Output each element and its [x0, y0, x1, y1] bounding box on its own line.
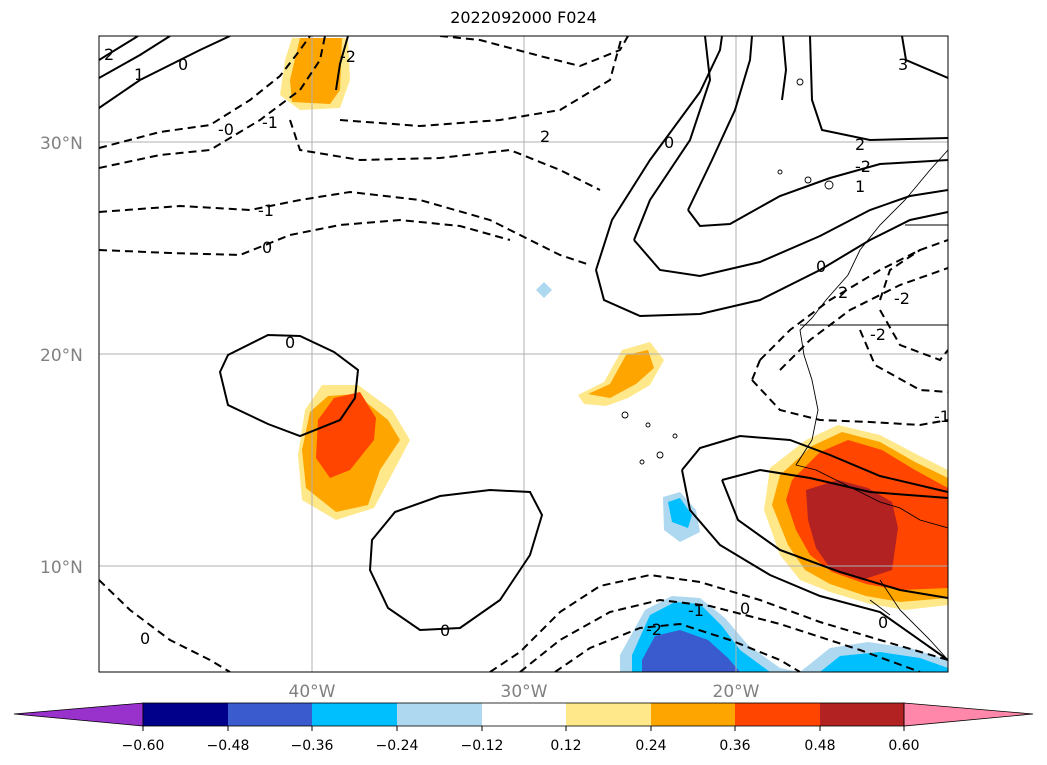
- lon-label-20w: 20°W: [713, 682, 760, 702]
- colorbar-tick-label: 0.36: [719, 738, 750, 754]
- colorbar-segment: [735, 703, 820, 726]
- colorbar-segment: [143, 703, 228, 726]
- contour-label: 2: [838, 283, 848, 302]
- colorbar-tick-label: 0.12: [550, 738, 581, 754]
- colorbar-tick-label: −0.24: [376, 738, 419, 754]
- contour-label: -2: [646, 620, 662, 639]
- positive-anomaly-fill-center: [578, 342, 664, 406]
- lat-label-30n: 30°N: [40, 134, 83, 154]
- contour-labels: 2 1 0 -0 -1 -2 2 0 -1 0 -2 0 0 0 0 -1 -2…: [104, 45, 950, 648]
- coastline: [621, 78, 948, 661]
- contour-label: -1: [258, 201, 274, 220]
- contour-label: 0: [740, 599, 750, 618]
- negative-anomaly-fill-south: [620, 596, 948, 672]
- negative-anomaly-fill-small: [536, 282, 700, 542]
- colorbar-segment: [482, 703, 566, 726]
- lat-label-20n: 20°N: [40, 346, 83, 366]
- colorbar-segment: [566, 703, 651, 726]
- colorbar-tick-label: 0.60: [888, 738, 919, 754]
- lon-label-40w: 40°W: [289, 682, 336, 702]
- contour-label: 2: [540, 127, 550, 146]
- map-gridlines: [99, 36, 948, 672]
- contour-label: 2: [855, 135, 865, 154]
- contour-label: 1: [134, 65, 144, 84]
- contour-label: 3: [898, 55, 908, 74]
- map-panel: 2 1 0 -0 -1 -2 2 0 -1 0 -2 0 0 0 0 -1 -2…: [99, 36, 950, 672]
- colorbar-frame: [142, 702, 905, 727]
- contour-label: 0: [285, 333, 295, 352]
- contour-label: -1: [934, 407, 950, 426]
- contour-label: 0: [178, 55, 188, 74]
- contour-label: -1: [262, 113, 278, 132]
- colorbar-extend-max: [903, 702, 1034, 727]
- colorbar-tick-label: −0.48: [207, 738, 250, 754]
- colorbar-segment: [651, 703, 735, 726]
- lon-label-30w: 30°W: [501, 682, 548, 702]
- colorbar-tick-label: −0.36: [291, 738, 334, 754]
- latitude-labels: 30°N 20°N 10°N: [40, 134, 83, 578]
- contour-label: 2: [104, 45, 114, 64]
- colorbar-tick-label: −0.60: [122, 738, 165, 754]
- solid-contours: [99, 36, 948, 661]
- contour-label: -2: [340, 47, 356, 66]
- colorbar-segment: [312, 703, 397, 726]
- contour-label: 0: [140, 629, 150, 648]
- colorbar: −0.60 −0.48 −0.36 −0.24 −0.12 0.12 0.24 …: [13, 702, 1034, 754]
- contour-label: 0: [440, 621, 450, 640]
- map-title: 2022092000 F024: [450, 8, 597, 27]
- colorbar-segment: [820, 703, 904, 726]
- dashed-contours: [99, 36, 948, 672]
- colorbar-tick-label: 0.48: [804, 738, 835, 754]
- lat-label-10n: 10°N: [40, 558, 83, 578]
- positive-anomaly-fill-east: [764, 425, 948, 610]
- colorbar-segment: [397, 703, 482, 726]
- longitude-labels: 40°W 30°W 20°W: [289, 682, 760, 702]
- contour-label: 0: [664, 133, 674, 152]
- contour-label: 0: [816, 257, 826, 276]
- contour-label: 1: [855, 177, 865, 196]
- colorbar-tick-label: 0.24: [635, 738, 666, 754]
- positive-anomaly-fill-west: [298, 385, 410, 520]
- colorbar-tick-labels: −0.60 −0.48 −0.36 −0.24 −0.12 0.12 0.24 …: [122, 738, 920, 754]
- contour-label: 0: [878, 613, 888, 632]
- contour-label: -1: [688, 601, 704, 620]
- positive-anomaly-fill-north: [280, 38, 350, 110]
- colorbar-tick-label: −0.12: [461, 738, 504, 754]
- contour-label: -2: [894, 289, 910, 308]
- contour-label: -0: [218, 120, 234, 139]
- colorbar-segment: [228, 703, 312, 726]
- colorbar-extend-min: [13, 702, 144, 727]
- contour-label: -2: [855, 157, 871, 176]
- colorbar-ticks: [142, 726, 905, 731]
- contour-label: 0: [262, 238, 272, 257]
- contour-label: -2: [870, 325, 886, 344]
- map-frame: [98, 35, 949, 673]
